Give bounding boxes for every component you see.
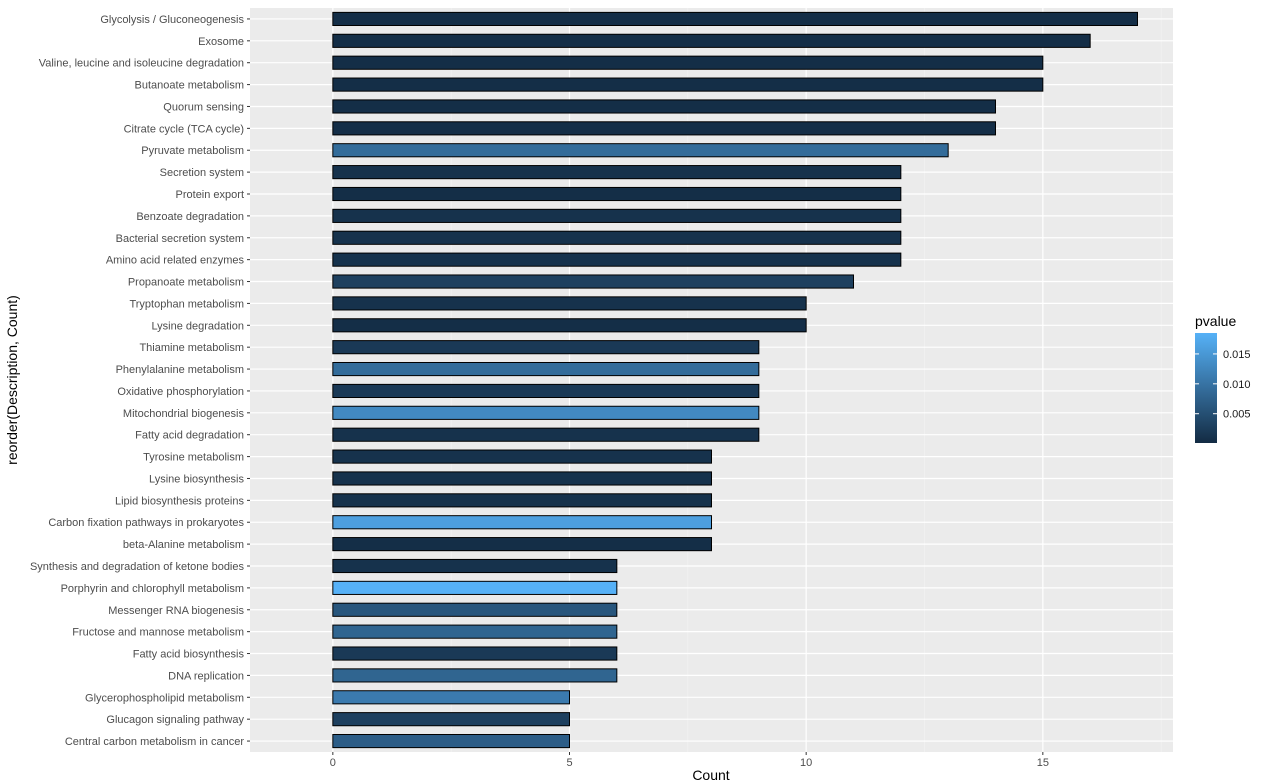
legend-tick-label: 0.005: [1223, 409, 1251, 421]
bar: [332, 733, 571, 749]
bar: [332, 449, 712, 464]
y-tick-label: Carbon fixation pathways in prokaryotes: [48, 517, 244, 529]
bar: [332, 383, 760, 399]
x-tick-label: 0: [330, 757, 336, 769]
bar: [332, 471, 712, 486]
bar: [332, 427, 760, 442]
bar: [332, 668, 618, 683]
bar: [332, 318, 807, 333]
y-tick-label: Fructose and mannose metabolism: [72, 627, 244, 639]
bar: [332, 537, 712, 552]
x-tick-label: 10: [800, 757, 812, 769]
y-tick-label: Tyrosine metabolism: [143, 452, 244, 464]
y-tick-label: beta-Alanine metabolism: [123, 539, 244, 551]
y-tick-label: Messenger RNA biogenesis: [108, 605, 244, 617]
y-tick-label: Tryptophan metabolism: [129, 298, 244, 310]
legend-tick-label: 0.015: [1223, 349, 1251, 361]
bar: [332, 580, 618, 595]
bar: [332, 602, 618, 617]
x-axis-title: Count: [692, 767, 729, 783]
y-tick-label: Fatty acid biosynthesis: [133, 649, 245, 661]
y-tick-label: Benzoate degradation: [136, 211, 244, 223]
bar: [332, 712, 571, 727]
x-tick-label: 5: [566, 757, 572, 769]
y-tick-label: Valine, leucine and isoleucine degradati…: [39, 58, 244, 70]
y-tick-label: Secretion system: [160, 167, 244, 179]
bar: [332, 515, 712, 530]
legend-tick-label: 0.010: [1223, 379, 1251, 391]
y-tick-label: Glucagon signaling pathway: [106, 714, 244, 726]
y-tick-label: Amino acid related enzymes: [106, 255, 245, 267]
bar: [332, 493, 712, 508]
y-tick-label: Lipid biosynthesis proteins: [115, 495, 245, 507]
bar: [332, 165, 902, 180]
bar: [332, 55, 1044, 70]
bar: [332, 121, 997, 136]
bar: [332, 405, 760, 420]
y-tick-label: Pyruvate metabolism: [141, 145, 244, 157]
bar: [332, 33, 1091, 48]
y-tick-label: DNA replication: [168, 670, 244, 682]
bar: [332, 558, 618, 574]
y-tick-label: Butanoate metabolism: [135, 80, 244, 92]
y-tick-label: Lysine biosynthesis: [149, 473, 244, 485]
x-axis: 0 5 10 15: [330, 752, 1049, 769]
y-tick-label: Propanoate metabolism: [128, 277, 244, 289]
y-tick-label: Protein export: [176, 189, 244, 201]
y-tick-label: Fatty acid degradation: [135, 430, 244, 442]
legend-ticks: 0.005 0.010 0.015: [1195, 349, 1251, 421]
bar: [332, 186, 902, 202]
y-tick-label: Exosome: [198, 36, 244, 48]
bar: [332, 252, 902, 267]
y-tick-label: Quorum sensing: [163, 101, 244, 113]
bar: [332, 230, 902, 245]
bar: [332, 296, 807, 311]
bar: [332, 690, 571, 705]
plot-panel: [250, 8, 1173, 752]
y-tick-label: Lysine degradation: [151, 320, 244, 332]
bar: [332, 646, 618, 661]
y-axis: Glycolysis / Gluconeogenesis Exosome Valin…: [30, 14, 250, 748]
y-tick-label: Porphyrin and chlorophyll metabolism: [61, 583, 244, 595]
y-tick-label: Synthesis and degradation of ketone bodi…: [30, 561, 245, 573]
bar: [332, 11, 1139, 27]
bar: [332, 143, 949, 158]
y-axis-title: reorder(Description, Count): [4, 295, 20, 465]
y-tick-label: Glycerophospholipid metabolism: [85, 692, 244, 704]
bar: [332, 274, 855, 289]
y-tick-label: Thiamine metabolism: [139, 342, 244, 354]
legend: pvalue 0.005 0.010 0.015: [1195, 313, 1251, 443]
y-tick-label: Central carbon metabolism in cancer: [65, 736, 244, 748]
y-tick-label: Citrate cycle (TCA cycle): [124, 123, 244, 135]
legend-title: pvalue: [1195, 313, 1236, 329]
y-tick-label: Bacterial secretion system: [116, 233, 244, 245]
legend-colorbar: [1195, 333, 1217, 443]
y-tick-label: Glycolysis / Gluconeogenesis: [100, 14, 244, 26]
y-tick-label: Phenylalanine metabolism: [116, 364, 244, 376]
bar: [332, 77, 1044, 92]
bar: [332, 624, 618, 639]
x-tick-label: 15: [1037, 757, 1049, 769]
bar: [332, 340, 760, 355]
bar: [332, 361, 760, 377]
y-tick-label: Oxidative phosphorylation: [117, 386, 244, 398]
bars: [332, 11, 1139, 749]
bar: [332, 99, 997, 114]
bar: [332, 208, 902, 223]
y-tick-label: Mitochondrial biogenesis: [123, 408, 245, 420]
